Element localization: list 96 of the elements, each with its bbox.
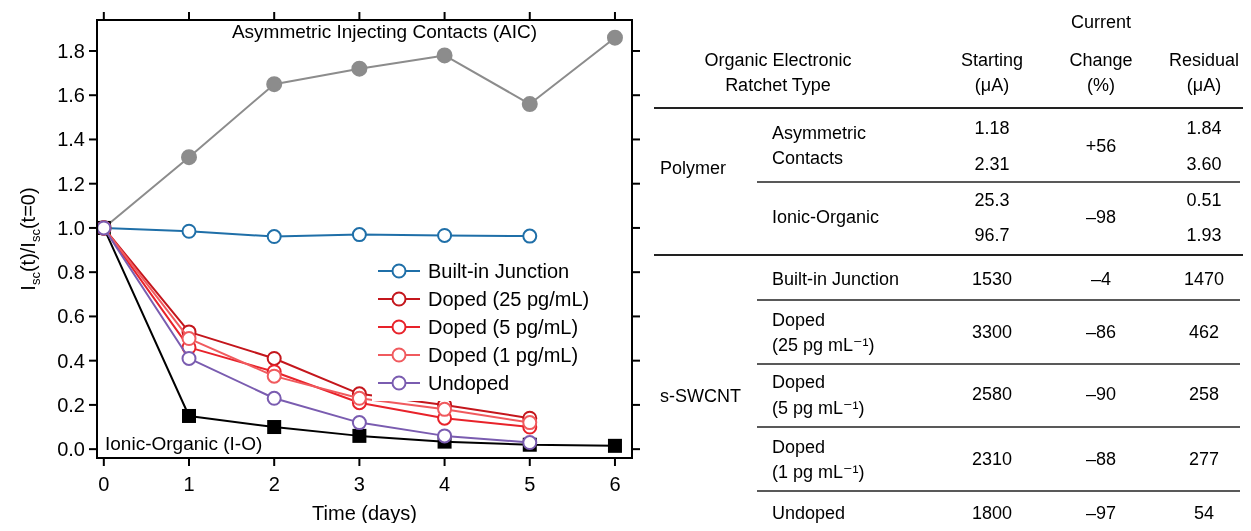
y-tick-label: 0.4	[57, 349, 85, 372]
text: (μA)	[1186, 75, 1222, 95]
point	[266, 350, 282, 366]
legend-label: Doped (1 pg/mL)	[428, 344, 579, 366]
y-tick-label: 1.6	[57, 84, 85, 107]
x-tick-label: 1	[183, 473, 195, 495]
text: 1.84	[1186, 118, 1222, 138]
point	[351, 227, 367, 243]
x-tick-label: 2	[268, 473, 280, 495]
text: (μA)	[974, 75, 1010, 95]
text: 2580	[971, 384, 1013, 404]
point	[522, 415, 538, 431]
point	[437, 401, 453, 417]
text: s-SWCNT	[660, 386, 741, 406]
text: 25.3	[974, 190, 1010, 210]
text: 54	[1193, 503, 1215, 523]
legend-label: Undoped	[428, 372, 510, 394]
y-tick-label: 1.0	[57, 216, 85, 239]
text: Doped	[772, 372, 826, 392]
text: 0.51	[1186, 190, 1222, 210]
text: 1.93	[1186, 225, 1222, 245]
point	[181, 149, 198, 166]
text: 1800	[971, 503, 1013, 523]
x-tick-label: 0	[98, 473, 110, 495]
text: –86	[1085, 322, 1117, 342]
text: –4	[1090, 269, 1112, 289]
y-tick-label: 1.4	[57, 128, 85, 151]
y-tick-label: 1.8	[57, 39, 85, 62]
legend-label: Doped (5 pg/mL)	[428, 316, 579, 338]
text: 277	[1188, 449, 1220, 469]
text: 2.31	[974, 154, 1010, 174]
point	[521, 96, 538, 113]
text: Current	[1070, 12, 1132, 32]
text: 1470	[1183, 269, 1225, 289]
text: –90	[1085, 384, 1117, 404]
legend-label: Doped (25 pg/mL)	[428, 288, 590, 310]
text: 3300	[971, 322, 1013, 342]
point	[266, 76, 283, 93]
point	[436, 47, 453, 64]
y-tick-label: 0.2	[57, 393, 85, 416]
text: Doped	[772, 437, 826, 457]
point	[351, 390, 367, 406]
point	[351, 60, 368, 77]
text: Contacts	[772, 148, 844, 168]
y-tick-label: 0.6	[57, 305, 85, 328]
legend-label: Built-in Junction	[428, 260, 570, 282]
point	[352, 428, 367, 443]
text: –88	[1085, 449, 1117, 469]
text: (1 pg mL⁻¹)	[772, 462, 865, 482]
text: Residual	[1168, 50, 1240, 70]
point	[351, 415, 367, 431]
text: 1530	[971, 269, 1013, 289]
text: Ionic-Organic	[772, 207, 880, 227]
text: –98	[1085, 207, 1117, 227]
y-tick-label: 0.0	[57, 438, 85, 461]
text: Undoped	[772, 503, 846, 523]
text: Polymer	[660, 158, 727, 178]
text: Change	[1069, 50, 1133, 70]
point	[437, 227, 453, 243]
annotation: Ionic-Organic (I-O)	[105, 433, 263, 454]
point	[181, 350, 197, 366]
x-tick-label: 4	[439, 473, 451, 495]
text: +56	[1085, 136, 1117, 156]
text: Starting	[960, 50, 1024, 70]
text: (5 pg mL⁻¹)	[772, 398, 865, 418]
text: (25 pg mL⁻¹)	[772, 335, 875, 355]
text: 1.18	[974, 118, 1010, 138]
point	[607, 438, 622, 453]
point	[606, 29, 623, 46]
x-tick-label: 5	[524, 473, 536, 495]
text: Built-in Junction	[772, 269, 900, 289]
point	[266, 368, 282, 384]
point	[522, 228, 538, 244]
text: Ratchet Type	[725, 75, 831, 95]
point	[267, 420, 282, 435]
text: 3.60	[1186, 154, 1222, 174]
point	[182, 408, 197, 423]
text: 462	[1188, 322, 1220, 342]
text: (%)	[1087, 75, 1115, 95]
text: 258	[1188, 384, 1220, 404]
x-tick-label: 6	[609, 473, 621, 495]
annotation: Asymmetric Injecting Contacts (AIC)	[231, 21, 538, 42]
point	[181, 223, 197, 239]
text: Doped	[772, 310, 826, 330]
text: Asymmetric	[772, 123, 866, 143]
text: 96.7	[974, 225, 1010, 245]
y-tick-label: 0.8	[57, 261, 85, 284]
x-tick-label: 3	[353, 473, 365, 495]
point	[266, 229, 282, 245]
text: Organic Electronic	[704, 50, 852, 70]
y-tick-label: 1.2	[57, 172, 85, 195]
point	[437, 428, 453, 444]
text: –97	[1085, 503, 1117, 523]
point	[181, 331, 197, 347]
point	[266, 390, 282, 406]
text: 2310	[971, 449, 1013, 469]
